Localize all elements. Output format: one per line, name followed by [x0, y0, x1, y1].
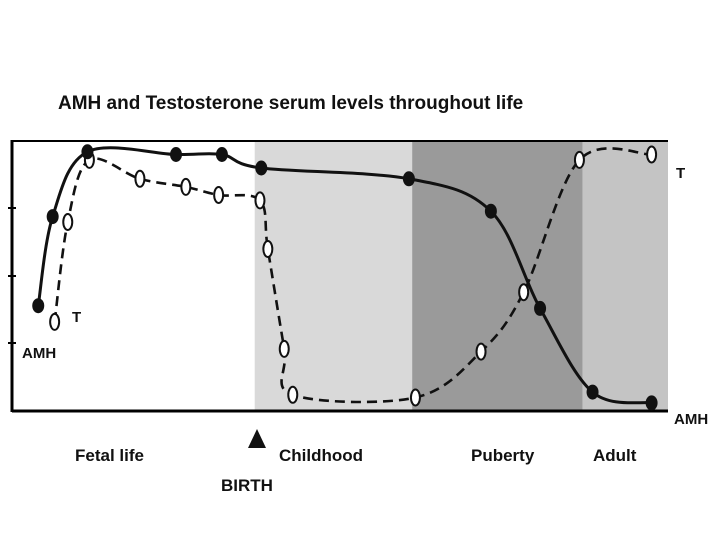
chart-title: AMH and Testosterone serum levels throug…: [58, 93, 523, 114]
amh-series-line: [36, 146, 652, 405]
t-data-point: [278, 339, 290, 358]
t-data-point: [646, 145, 658, 164]
birth-marker-icon: [248, 429, 266, 448]
amh-data-point: [534, 300, 547, 316]
period-label-fetal: Fetal life: [75, 446, 144, 465]
t-data-point: [518, 283, 530, 302]
amh-data-point: [170, 147, 182, 162]
amh-data-point: [586, 384, 599, 400]
t-data-point: [409, 388, 421, 407]
t-end-label: T: [676, 165, 685, 182]
period-label-childhood: Childhood: [279, 446, 363, 465]
t-data-point: [475, 342, 487, 361]
period-band-adult: [582, 141, 668, 411]
period-band-puberty: [412, 141, 583, 411]
t-data-point: [287, 385, 299, 404]
t-data-point: [254, 191, 266, 210]
t-data-point: [62, 213, 74, 231]
amh-data-point: [81, 144, 94, 160]
t-data-point: [573, 150, 585, 169]
period-bands: [12, 141, 668, 411]
t-data-point: [213, 186, 225, 204]
period-label-adult: Adult: [593, 446, 637, 465]
period-band-childhood: [254, 141, 413, 411]
amh-data-point: [484, 203, 497, 219]
period-label-puberty: Puberty: [471, 446, 535, 465]
amh-data-point: [32, 298, 45, 314]
t-data-point: [134, 169, 146, 188]
amh-start-label: AMH: [22, 345, 56, 362]
amh-data-point: [46, 209, 59, 225]
amh-data-point: [402, 171, 415, 187]
t-data-point: [262, 240, 274, 258]
t-data-point: [180, 177, 192, 196]
t-data-point: [49, 312, 61, 331]
amh-markers: [32, 144, 658, 411]
t-series-line: [53, 147, 652, 404]
amh-data-point: [215, 147, 228, 162]
amh-data-point: [645, 395, 658, 411]
t-start-label: T: [72, 309, 81, 326]
t-markers: [49, 145, 658, 407]
birth-label: BIRTH: [221, 476, 273, 495]
period-band-fetal-life: [12, 141, 255, 411]
amh-end-label: AMH: [674, 411, 708, 428]
amh-data-point: [255, 160, 268, 176]
